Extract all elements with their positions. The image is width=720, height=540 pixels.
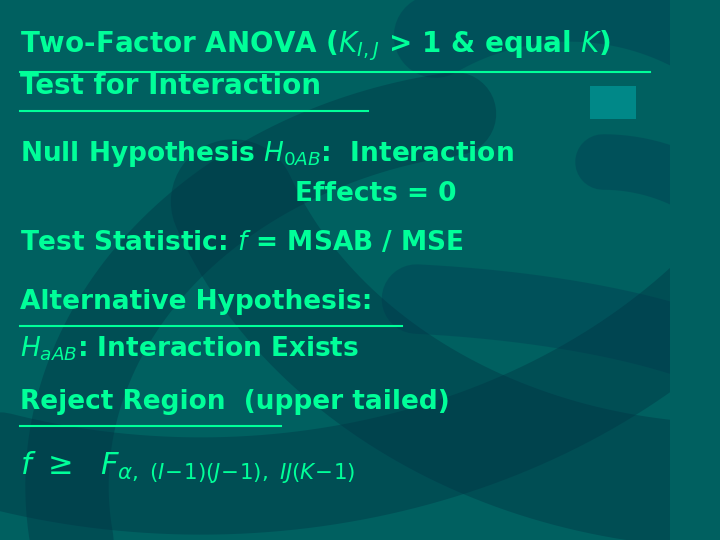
Text: $H_{aAB}$: Interaction Exists: $H_{aAB}$: Interaction Exists	[20, 334, 359, 362]
Text: $f$ $\geq$  $F_{\alpha,\ (I\!-\!1)(J\!-\!1),\ IJ(K\!-\!1)}$: $f$ $\geq$ $F_{\alpha,\ (I\!-\!1)(J\!-\!…	[20, 449, 356, 485]
Text: Test Statistic: $f$ = MSAB / MSE: Test Statistic: $f$ = MSAB / MSE	[20, 230, 464, 256]
Text: Effects = 0: Effects = 0	[294, 181, 456, 207]
Text: Reject Region  (upper tailed): Reject Region (upper tailed)	[20, 389, 450, 415]
Text: Test for Interaction: Test for Interaction	[20, 72, 321, 100]
FancyBboxPatch shape	[590, 86, 636, 119]
Text: Null Hypothesis $H_{0AB}$:  Interaction: Null Hypothesis $H_{0AB}$: Interaction	[20, 139, 514, 169]
Text: Two-Factor ANOVA ($K_{I,J}$ > 1 & equal $K$): Two-Factor ANOVA ($K_{I,J}$ > 1 & equal …	[20, 29, 611, 63]
Text: Alternative Hypothesis:: Alternative Hypothesis:	[20, 289, 372, 315]
